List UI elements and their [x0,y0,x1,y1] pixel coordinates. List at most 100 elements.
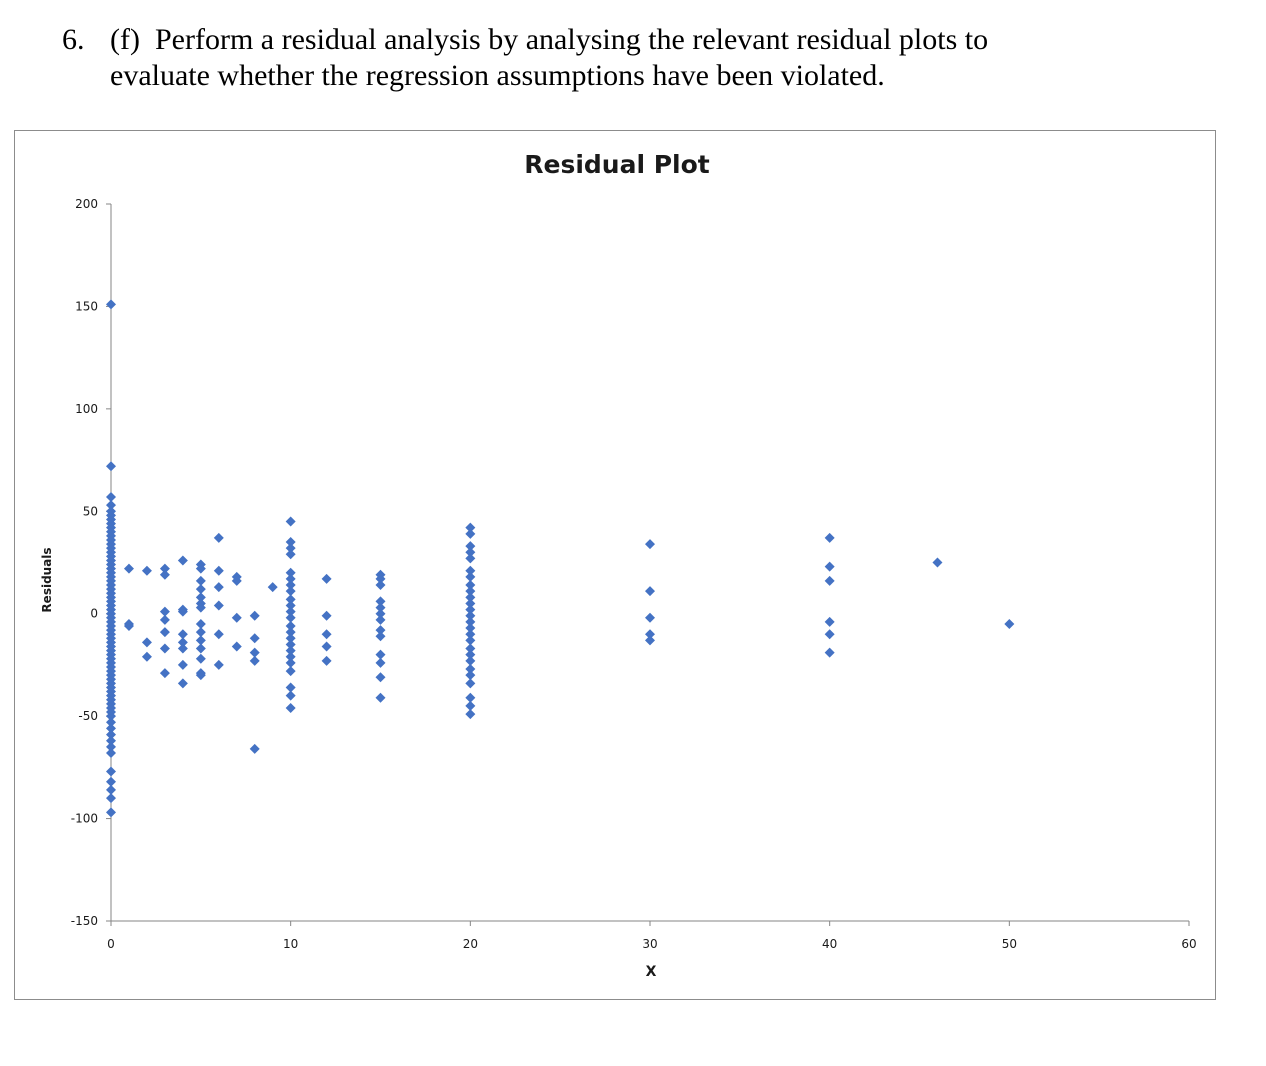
data-point [465,692,476,703]
x-axis-label: X [646,964,657,980]
data-point [285,606,296,617]
data-point [249,655,260,666]
data-point [195,627,206,638]
data-point [141,565,152,576]
data-point [159,569,170,580]
data-point [195,643,206,654]
data-point [231,641,242,652]
data-point [159,606,170,617]
data-point [645,586,655,597]
data-point [285,516,296,527]
data-point [106,741,116,752]
data-point [285,612,296,623]
data-point [106,717,116,728]
data-point [465,522,476,533]
data-points [106,299,1015,818]
data-point [285,537,296,548]
data-point [106,776,116,787]
data-point [285,594,296,605]
question-line-2: evaluate whether the regression assumpti… [110,59,885,92]
y-tick-label: -50 [78,709,98,723]
data-point [141,651,152,662]
data-point [375,631,386,642]
data-point [106,807,116,818]
data-point [321,655,332,666]
data-point [465,553,476,564]
data-point [106,766,116,777]
data-point [159,668,170,679]
data-point [465,592,476,603]
data-point [285,657,296,668]
data-point [285,627,296,638]
data-point [159,643,170,654]
data-point [375,625,386,636]
data-point [465,643,476,654]
data-point [932,557,943,568]
data-point [177,629,188,640]
data-point [285,573,296,584]
data-point [465,649,476,660]
data-point [465,528,476,539]
data-point [285,651,296,662]
data-point [375,580,386,591]
data-point [106,793,116,804]
data-point [375,573,386,584]
data-point [465,586,476,597]
data-point [465,580,476,591]
y-tick-label: -150 [71,914,98,928]
data-point [159,614,170,625]
data-point [465,623,476,634]
data-point [106,711,116,722]
data-point [177,637,188,648]
x-tick-label: 30 [642,937,657,951]
data-point [465,629,476,640]
data-point [195,584,206,595]
x-tick-label: 40 [822,937,837,951]
x-tick-label: 50 [1002,937,1017,951]
data-point [645,612,655,623]
data-point [1004,618,1015,629]
data-point [123,621,134,632]
question-part: (f) [110,23,140,56]
data-point [177,659,188,670]
data-point [285,666,296,677]
data-point [321,610,332,621]
data-point [195,592,206,603]
data-point [177,555,188,566]
data-point [249,610,260,621]
data-point [106,723,116,734]
data-point [231,612,242,623]
data-point [195,602,206,613]
data-point [465,571,476,582]
x-tick-label: 10 [283,937,298,951]
data-point [123,563,134,574]
question-line-1-text: Perform a residual analysis by analysing… [154,23,989,56]
axes: 200 150 100 50 0 -50 -100 -150 0 10 20 30 40 50 60 [71,197,1197,951]
data-point [106,299,116,310]
data-point [465,547,476,558]
data-point [159,563,170,574]
question-number: 6. [62,23,85,56]
data-point [106,748,116,759]
data-point [285,586,296,597]
data-point [213,582,224,593]
y-tick-label: 50 [83,504,98,518]
data-point [645,629,655,640]
data-point [285,639,296,650]
data-point [285,600,296,611]
data-point [213,565,224,576]
data-point [824,575,835,586]
data-point [106,461,116,472]
data-point [465,635,476,646]
data-point [285,633,296,644]
data-point [249,743,260,754]
chart-title: Residual Plot [524,150,710,179]
data-point [375,608,386,619]
data-point [375,649,386,660]
y-axis-label: Residuals [40,547,54,612]
y-tick-label: 100 [75,402,98,416]
data-point [141,637,152,648]
data-point [321,573,332,584]
data-point [177,606,188,617]
data-point [465,604,476,615]
